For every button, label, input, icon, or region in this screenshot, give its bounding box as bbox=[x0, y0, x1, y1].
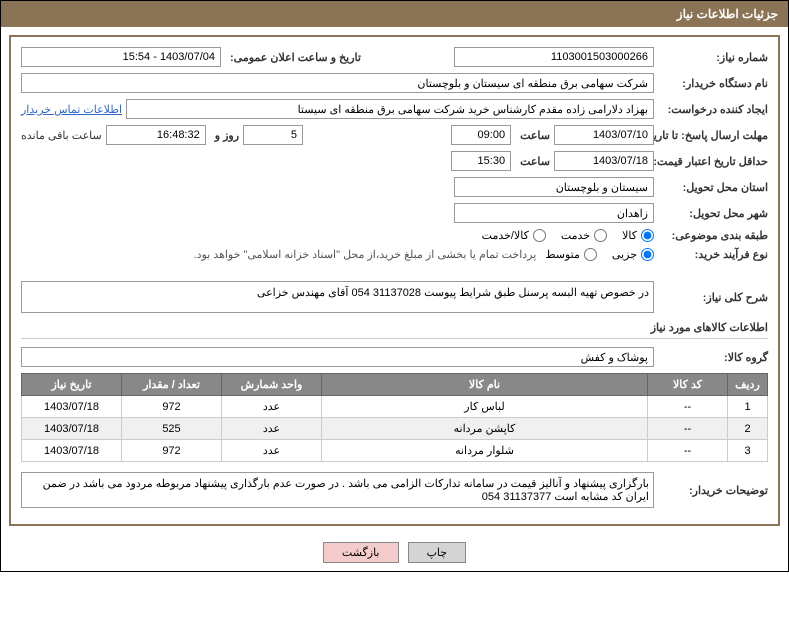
buyer-org-label: نام دستگاه خریدار: bbox=[658, 77, 768, 90]
table-cell: -- bbox=[648, 440, 728, 462]
table-cell: 525 bbox=[122, 418, 222, 440]
radio-service[interactable] bbox=[594, 229, 607, 242]
panel-header: جزئیات اطلاعات نیاز bbox=[1, 1, 788, 27]
table-cell: 972 bbox=[122, 396, 222, 418]
header-title: جزئیات اطلاعات نیاز bbox=[677, 7, 778, 21]
radio-medium[interactable] bbox=[584, 248, 597, 261]
purchase-type-label: نوع فرآیند خرید: bbox=[658, 248, 768, 261]
table-cell: -- bbox=[648, 418, 728, 440]
th-name: نام کالا bbox=[322, 374, 648, 396]
delivery-city-label: شهر محل تحویل: bbox=[658, 207, 768, 220]
goods-info-title: اطلاعات کالاهای مورد نیاز bbox=[21, 321, 768, 339]
buyer-org-field: شرکت سهامی برق منطقه ای سیستان و بلوچستا… bbox=[21, 73, 654, 93]
table-row: 3--شلوار مردانهعدد9721403/07/18 bbox=[22, 440, 768, 462]
days-count-field: 5 bbox=[243, 125, 303, 145]
days-label: روز و bbox=[210, 129, 239, 142]
category-label: طبقه بندی موضوعی: bbox=[658, 229, 768, 242]
radio-minor[interactable] bbox=[641, 248, 654, 261]
delivery-province-field: سیستان و بلوچستان bbox=[454, 177, 654, 197]
table-cell: 2 bbox=[728, 418, 768, 440]
table-cell: عدد bbox=[222, 418, 322, 440]
table-cell: شلوار مردانه bbox=[322, 440, 648, 462]
description-label: شرح کلی نیاز: bbox=[658, 291, 768, 304]
response-date-field: 1403/07/10 bbox=[554, 125, 654, 145]
buyer-notes-field: بارگزاری پیشنهاد و آنالیز قیمت در سامانه… bbox=[21, 472, 654, 508]
validity-time-field: 15:30 bbox=[451, 151, 511, 171]
radio-goods[interactable] bbox=[641, 229, 654, 242]
table-cell: 3 bbox=[728, 440, 768, 462]
back-button[interactable]: بازگشت bbox=[323, 542, 399, 563]
table-cell: عدد bbox=[222, 396, 322, 418]
need-number-field: 1103001503000266 bbox=[454, 47, 654, 67]
payment-note: پرداخت تمام یا بخشی از مبلغ خرید،از محل … bbox=[194, 248, 542, 261]
goods-table: ردیف کد کالا نام کالا واحد شمارش تعداد /… bbox=[21, 373, 768, 462]
button-row: چاپ بازگشت bbox=[1, 534, 788, 571]
th-row: ردیف bbox=[728, 374, 768, 396]
th-code: کد کالا bbox=[648, 374, 728, 396]
delivery-city-field: زاهدان bbox=[454, 203, 654, 223]
table-cell: لباس کار bbox=[322, 396, 648, 418]
content-panel: شماره نیاز: 1103001503000266 تاریخ و ساع… bbox=[9, 35, 780, 526]
time-label-1: ساعت bbox=[515, 129, 550, 142]
need-number-label: شماره نیاز: bbox=[658, 51, 768, 64]
table-cell: 1403/07/18 bbox=[22, 440, 122, 462]
requester-label: ایجاد کننده درخواست: bbox=[658, 103, 768, 116]
goods-group-label: گروه کالا: bbox=[658, 351, 768, 364]
table-row: 2--کاپشن مردانهعدد5251403/07/18 bbox=[22, 418, 768, 440]
description-field: در خصوص تهیه البسه پرسنل طبق شرایط پیوست… bbox=[21, 281, 654, 313]
response-time-field: 09:00 bbox=[451, 125, 511, 145]
announce-date-label: تاریخ و ساعت اعلان عمومی: bbox=[225, 51, 361, 64]
remaining-time-field: 16:48:32 bbox=[106, 125, 206, 145]
table-cell: 972 bbox=[122, 440, 222, 462]
purchase-type-radio-group: جزیی متوسط bbox=[545, 248, 654, 261]
table-cell: کاپشن مردانه bbox=[322, 418, 648, 440]
buyer-notes-label: توضیحات خریدار: bbox=[658, 484, 768, 497]
delivery-province-label: استان محل تحویل: bbox=[658, 181, 768, 194]
table-cell: عدد bbox=[222, 440, 322, 462]
time-label-2: ساعت bbox=[515, 155, 550, 168]
category-radio-group: کالا خدمت کالا/خدمت bbox=[482, 229, 654, 242]
table-cell: -- bbox=[648, 396, 728, 418]
th-unit: واحد شمارش bbox=[222, 374, 322, 396]
goods-group-field: پوشاک و کفش bbox=[21, 347, 654, 367]
radio-goods-service[interactable] bbox=[533, 229, 546, 242]
response-deadline-label: مهلت ارسال پاسخ: تا تاریخ: bbox=[658, 129, 768, 142]
print-button[interactable]: چاپ bbox=[408, 542, 467, 563]
th-qty: تعداد / مقدار bbox=[122, 374, 222, 396]
validity-date-field: 1403/07/18 bbox=[554, 151, 654, 171]
requester-field: بهزاد دلارامی زاده مقدم کارشناس خرید شرک… bbox=[126, 99, 654, 119]
contact-link[interactable]: اطلاعات تماس خریدار bbox=[21, 103, 122, 116]
table-row: 1--لباس کارعدد9721403/07/18 bbox=[22, 396, 768, 418]
table-cell: 1 bbox=[728, 396, 768, 418]
remaining-label: ساعت باقی مانده bbox=[21, 129, 102, 142]
th-date: تاریخ نیاز bbox=[22, 374, 122, 396]
announce-date-field: 1403/07/04 - 15:54 bbox=[21, 47, 221, 67]
validity-label: حداقل تاریخ اعتبار قیمت: تا تاریخ: bbox=[658, 155, 768, 168]
table-cell: 1403/07/18 bbox=[22, 418, 122, 440]
table-cell: 1403/07/18 bbox=[22, 396, 122, 418]
